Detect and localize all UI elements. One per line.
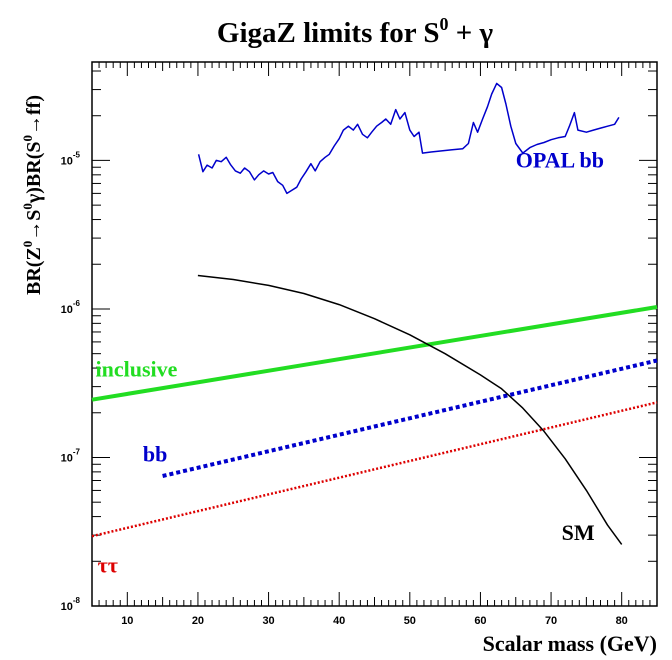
x-tick-label: 20: [192, 615, 204, 627]
x-tick-label: 80: [616, 615, 628, 627]
x-tick-label: 50: [404, 615, 416, 627]
series-line-sm: [197, 274, 623, 545]
series-line--: [91, 401, 658, 538]
series-labels: OPAL bb inclusive bb ττ SM: [96, 147, 604, 577]
series-line-bb: [162, 358, 658, 478]
y-axis-title: BR(Z0→S0γ)BR(S0→ff): [20, 95, 45, 295]
y-tick-label: 10-8: [61, 596, 81, 613]
series-label: SM: [562, 520, 595, 545]
x-tick-label: 70: [545, 615, 557, 627]
x-axis-title: Scalar mass (GeV): [483, 631, 657, 656]
y-tick-label: 10-5: [61, 150, 81, 167]
chart-title: GigaZ limits for S0 + γ: [217, 14, 494, 49]
series-label: inclusive: [96, 357, 178, 382]
y-tick-label: 10-7: [61, 447, 81, 464]
series-label: bb: [143, 441, 167, 466]
y-tick-label: 10-6: [61, 299, 81, 316]
y-axis: 10-8 10-7 10-6 10-5: [61, 70, 657, 613]
x-tick-label: 40: [333, 615, 345, 627]
x-tick-label: 60: [474, 615, 486, 627]
x-tick-label: 10: [121, 615, 133, 627]
series-label: ττ: [98, 553, 118, 578]
series-line-inclusive: [91, 305, 658, 402]
x-axis: 10 20 30 40 50 60 70 80: [91, 62, 658, 627]
series-line-opal-bb: [197, 82, 620, 195]
series-group: [91, 82, 658, 545]
series-label: OPAL bb: [516, 147, 604, 172]
x-tick-label: 30: [262, 615, 274, 627]
